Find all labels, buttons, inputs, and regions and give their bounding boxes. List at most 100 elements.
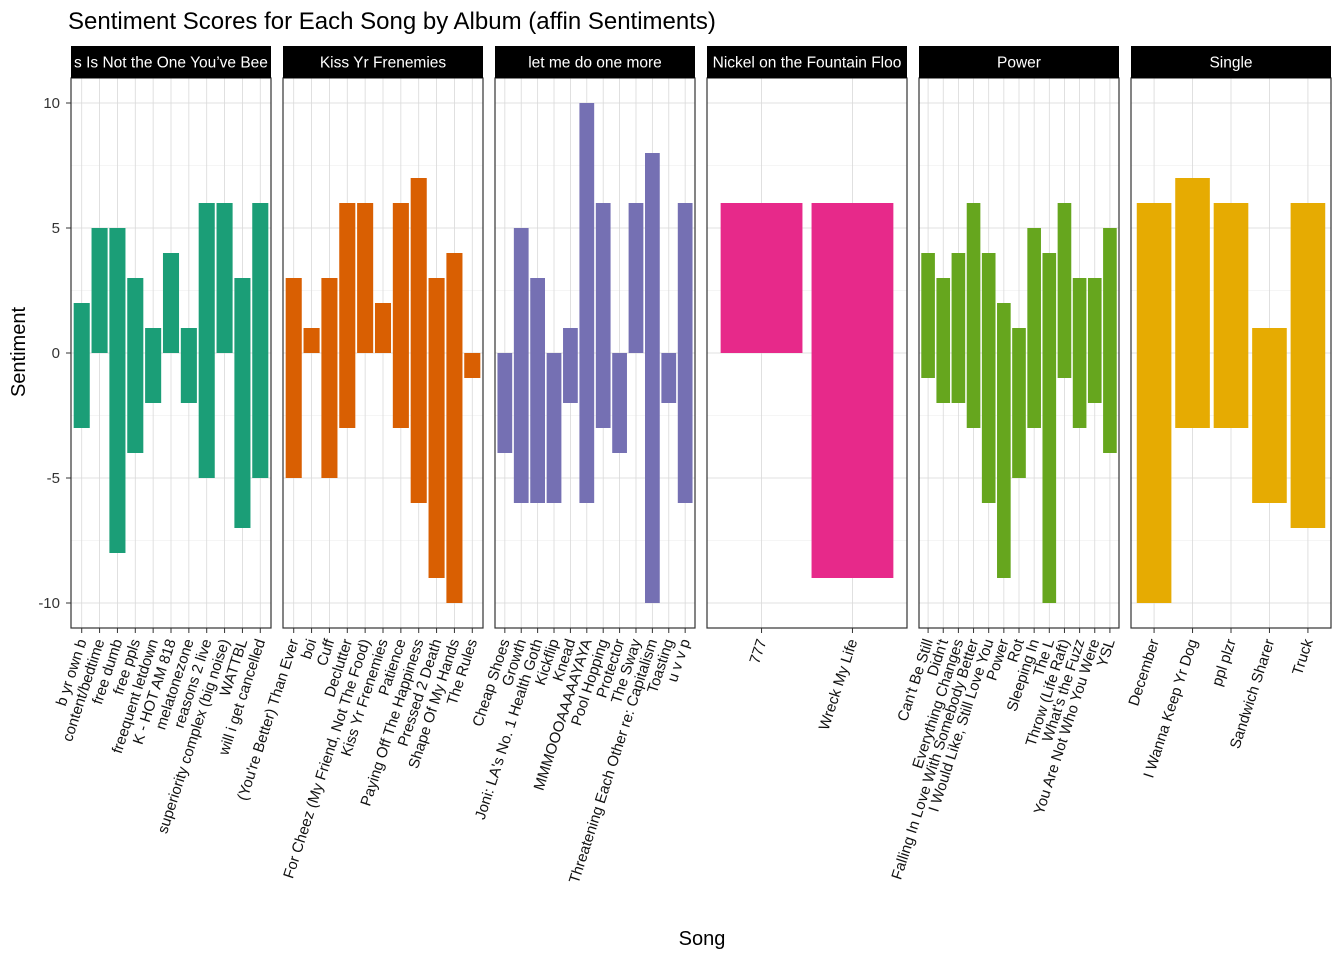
bar-positive <box>563 328 578 353</box>
bar-negative <box>546 353 562 503</box>
bar-negative <box>127 353 144 453</box>
bar-negative <box>428 353 445 578</box>
bar-negative <box>677 353 693 503</box>
bar-group <box>1136 178 1326 603</box>
bar-negative <box>997 353 1011 578</box>
x-tick-label: boi <box>298 637 320 661</box>
bar-positive <box>1252 328 1287 353</box>
facet-strip <box>919 46 1119 78</box>
bar-positive <box>530 278 545 353</box>
bar-negative <box>1290 353 1326 528</box>
bar-positive <box>392 203 409 353</box>
bar-positive <box>73 303 90 353</box>
bar-positive <box>446 253 463 353</box>
bar-positive <box>1042 253 1057 353</box>
bar-negative <box>1213 353 1249 428</box>
bar-negative <box>1072 353 1087 428</box>
bar-positive <box>1027 228 1041 353</box>
bar-negative <box>1027 353 1041 428</box>
bar-negative <box>513 353 529 503</box>
bar-negative <box>410 353 427 503</box>
bar-negative <box>497 353 513 453</box>
bar-negative <box>595 353 611 428</box>
bar-negative <box>936 353 951 403</box>
facet-strip-label: s Is Not the One You’ve Bee <box>74 55 268 72</box>
bar-negative <box>1042 353 1057 603</box>
y-tick-label: 5 <box>52 220 60 237</box>
bar-negative <box>981 353 996 503</box>
bar-group <box>921 203 1117 603</box>
bar-positive <box>198 203 215 353</box>
bar-positive <box>1175 178 1210 353</box>
x-tick-label: Rot <box>1004 636 1028 664</box>
bar-positive <box>936 278 951 353</box>
bar-negative <box>392 353 409 428</box>
y-axis: -10 -5 0 5 10 <box>38 95 71 612</box>
bar-positive <box>1057 203 1072 353</box>
bar-negative <box>198 353 215 478</box>
bar-negative <box>1175 353 1210 428</box>
bar-negative <box>563 353 578 403</box>
bar-positive <box>720 203 803 353</box>
facet-strip-label: Power <box>997 55 1041 72</box>
bar-positive <box>162 253 180 353</box>
bar-positive <box>428 278 445 353</box>
bar-negative <box>339 353 356 428</box>
bar-positive <box>109 228 126 353</box>
bar-positive <box>127 278 144 353</box>
bar-negative <box>530 353 545 503</box>
bar-group <box>73 203 269 553</box>
bar-positive <box>579 103 595 353</box>
bar-positive <box>966 203 981 353</box>
facet-strip <box>71 46 271 78</box>
bar-positive <box>374 303 392 353</box>
y-tick-label: -10 <box>38 595 60 612</box>
bar-positive <box>1290 203 1326 353</box>
bar-positive <box>303 328 320 353</box>
bar-negative <box>285 353 302 478</box>
facet-strip-label: Single <box>1209 55 1252 72</box>
bar-positive <box>216 203 233 353</box>
bar-positive <box>1087 278 1102 353</box>
bar-positive <box>357 203 374 353</box>
bar-positive <box>252 203 269 353</box>
bar-positive <box>91 228 108 353</box>
bar-positive <box>339 203 356 353</box>
bar-positive <box>1072 278 1087 353</box>
bar-positive <box>1012 328 1026 353</box>
bar-negative <box>73 353 90 428</box>
bar-positive <box>1136 203 1172 353</box>
bar-positive <box>1213 203 1249 353</box>
y-tick-label: -5 <box>47 470 60 487</box>
facet-strip-label: let me do one more <box>528 55 662 72</box>
bar-negative <box>180 353 197 403</box>
bar-negative <box>252 353 269 478</box>
bar-positive <box>513 228 529 353</box>
bar-positive <box>234 278 251 353</box>
y-axis-title: Sentiment <box>8 307 30 397</box>
bar-positive <box>595 203 611 353</box>
bar-positive <box>645 153 660 353</box>
bar-negative <box>1136 353 1172 603</box>
y-tick-label: 10 <box>43 95 60 112</box>
bar-positive <box>628 203 644 353</box>
bar-negative <box>1012 353 1026 478</box>
facet-strip <box>1131 46 1331 78</box>
bar-positive <box>145 328 162 353</box>
bar-positive <box>1103 228 1117 353</box>
bar-negative <box>951 353 966 403</box>
bar-negative <box>1087 353 1102 403</box>
bar-negative <box>1057 353 1072 378</box>
facet-strip <box>707 46 907 78</box>
chart-title: Sentiment Scores for Each Song by Album … <box>68 8 716 35</box>
facet-strip <box>283 46 483 78</box>
bar-positive <box>981 253 996 353</box>
y-tick-label: 0 <box>52 345 60 362</box>
bar-negative <box>1103 353 1117 453</box>
bar-negative <box>1252 353 1287 503</box>
bar-negative <box>446 353 463 603</box>
